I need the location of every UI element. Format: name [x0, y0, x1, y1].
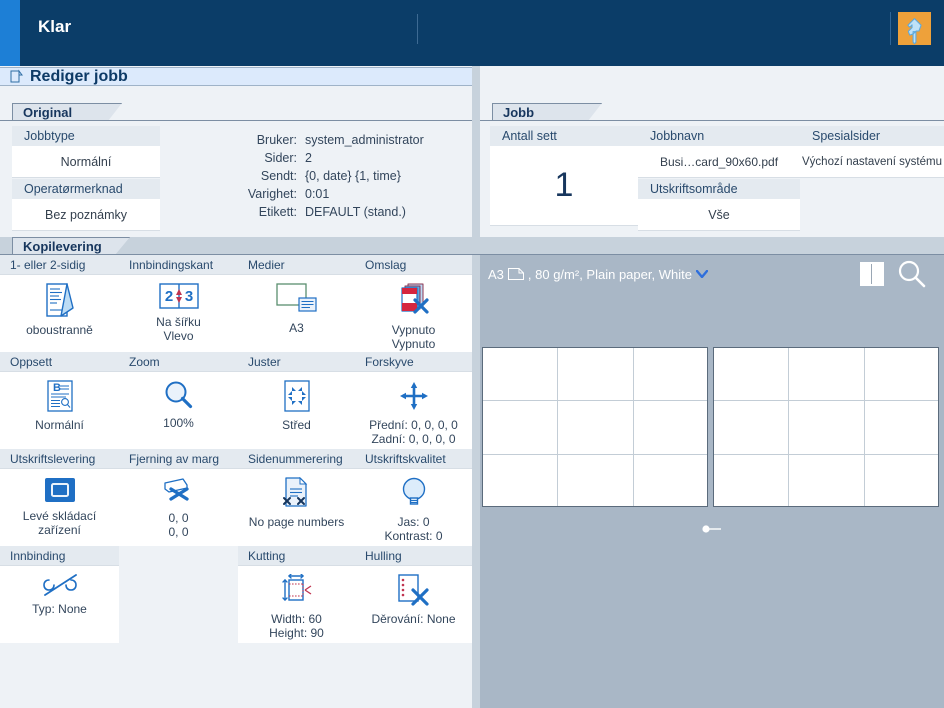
svg-text:3: 3	[184, 288, 192, 305]
svg-text:B: B	[53, 382, 61, 394]
svg-text:2: 2	[164, 288, 172, 305]
